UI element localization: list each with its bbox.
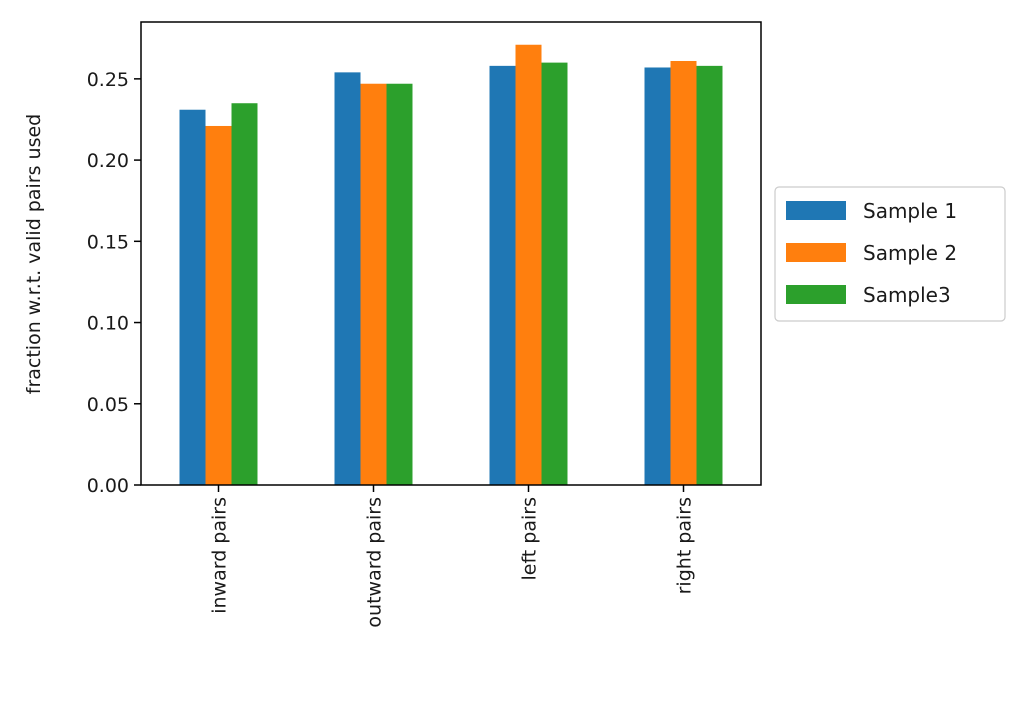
bar xyxy=(386,83,413,485)
x-tick-label: right pairs xyxy=(674,497,696,594)
legend-items: Sample 1 Sample 2 Sample3 xyxy=(786,199,957,307)
legend-label: Sample 1 xyxy=(863,199,957,223)
bar xyxy=(205,125,232,486)
legend: Sample 1 Sample 2 Sample3 xyxy=(774,186,1006,322)
bar xyxy=(231,103,258,485)
bar xyxy=(696,65,723,485)
y-tick-label: 0.25 xyxy=(87,69,129,91)
bar xyxy=(644,67,671,485)
x-axis: inward pairs outward pairs left pairs right… xyxy=(209,485,696,628)
bar xyxy=(334,72,361,486)
y-tick-label: 0.15 xyxy=(87,231,129,253)
bar xyxy=(670,60,697,486)
bar xyxy=(515,44,542,485)
bar xyxy=(179,109,206,485)
y-tick-label: 0.10 xyxy=(87,313,129,335)
x-tick-label: inward pairs xyxy=(209,497,231,614)
plot-frame xyxy=(140,21,762,486)
x-tick-label: left pairs xyxy=(519,497,541,581)
y-axis-title: fraction w.r.t. valid pairs used xyxy=(23,114,45,394)
x-tick-label: outward pairs xyxy=(364,497,386,628)
y-axis: 0.00 0.05 0.10 0.15 0.20 0.25 xyxy=(87,69,141,497)
legend-swatch xyxy=(786,201,846,220)
bar xyxy=(541,62,568,485)
legend-swatch xyxy=(786,285,846,304)
y-tick-label: 0.20 xyxy=(87,150,129,172)
legend-label: Sample3 xyxy=(863,283,951,307)
legend-swatch xyxy=(786,243,846,262)
bars-layer xyxy=(179,44,723,486)
y-tick-label: 0.00 xyxy=(87,475,129,497)
bar xyxy=(489,65,516,485)
y-tick-label: 0.05 xyxy=(87,394,129,416)
bar xyxy=(360,83,387,485)
legend-label: Sample 2 xyxy=(863,241,957,265)
